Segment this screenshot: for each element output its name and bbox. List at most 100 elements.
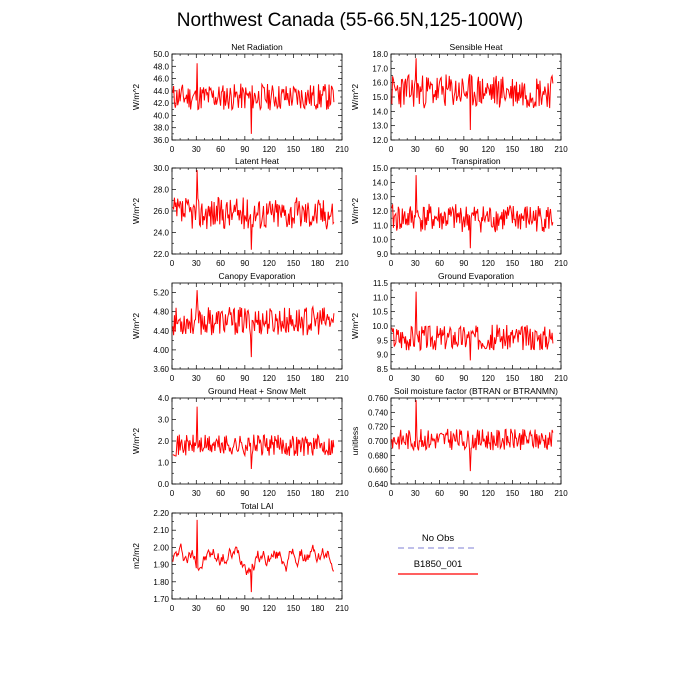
y-axis-label: W/m^2 bbox=[131, 428, 141, 454]
y-axis-label: W/m^2 bbox=[350, 84, 360, 110]
y-tick-label: 9.0 bbox=[377, 351, 389, 360]
y-tick-label: 4.00 bbox=[153, 346, 169, 355]
panel-title: Ground Heat + Snow Melt bbox=[208, 386, 307, 396]
x-tick-label: 30 bbox=[411, 489, 420, 498]
chart-panel-5: Canopy Evaporation 3.60 4.00 4.40 4.80 5.20 0 3… bbox=[131, 271, 349, 383]
y-tick-label: 44.0 bbox=[153, 87, 169, 96]
x-tick-label: 60 bbox=[216, 489, 225, 498]
panel-title: Soil moisture factor (BTRAN or BTRANMN) bbox=[394, 386, 558, 396]
panel-title: Latent Heat bbox=[235, 156, 280, 166]
x-tick-label: 210 bbox=[335, 489, 349, 498]
chart-panel-8: Soil moisture factor (BTRAN or BTRANMN) 0… bbox=[350, 386, 568, 498]
y-tick-label: 12.0 bbox=[372, 207, 388, 216]
x-tick-label: 150 bbox=[287, 374, 301, 383]
x-tick-label: 60 bbox=[435, 374, 444, 383]
x-tick-label: 120 bbox=[481, 489, 495, 498]
x-tick-label: 150 bbox=[287, 259, 301, 268]
x-tick-label: 90 bbox=[240, 259, 249, 268]
chart-panel-1: Net Radiation 36.0 38.0 40.0 42.0 44.0 46.0 48.… bbox=[131, 42, 349, 154]
x-tick-label: 30 bbox=[192, 259, 201, 268]
x-tick-label: 120 bbox=[262, 145, 276, 154]
y-axis-label: W/m^2 bbox=[350, 313, 360, 339]
y-tick-label: 14.0 bbox=[372, 107, 388, 116]
x-tick-label: 210 bbox=[554, 374, 568, 383]
y-tick-label: 13.0 bbox=[372, 193, 388, 202]
series-line-b1850-001 bbox=[172, 170, 335, 250]
x-tick-label: 60 bbox=[435, 489, 444, 498]
x-tick-label: 90 bbox=[459, 374, 468, 383]
y-tick-label: 0.700 bbox=[368, 437, 389, 446]
y-tick-label: 4.40 bbox=[153, 327, 169, 336]
y-tick-label: 10.0 bbox=[372, 322, 388, 331]
x-tick-label: 60 bbox=[216, 374, 225, 383]
y-axis-label: m2/m2 bbox=[131, 543, 141, 569]
chart-panel-9: Total LAI 1.70 1.80 1.90 2.00 2.10 2.20 0 30 60 90… bbox=[131, 501, 349, 613]
x-tick-label: 30 bbox=[192, 604, 201, 613]
x-tick-label: 210 bbox=[335, 374, 349, 383]
x-tick-label: 120 bbox=[262, 374, 276, 383]
x-tick-label: 60 bbox=[216, 145, 225, 154]
series-line-b1850-001 bbox=[172, 406, 335, 469]
x-tick-label: 150 bbox=[506, 374, 520, 383]
x-tick-label: 120 bbox=[262, 604, 276, 613]
x-tick-label: 150 bbox=[287, 145, 301, 154]
x-tick-label: 90 bbox=[459, 489, 468, 498]
y-axis-label: unitless bbox=[350, 427, 360, 456]
x-tick-label: 30 bbox=[192, 489, 201, 498]
y-tick-label: 11.0 bbox=[373, 221, 389, 230]
panel-title: Canopy Evaporation bbox=[218, 271, 295, 281]
y-tick-label: 2.0 bbox=[158, 437, 170, 446]
x-tick-label: 0 bbox=[389, 259, 394, 268]
x-tick-label: 0 bbox=[170, 145, 175, 154]
y-tick-label: 40.0 bbox=[153, 111, 169, 120]
y-tick-label: 9.5 bbox=[377, 336, 389, 345]
x-tick-label: 150 bbox=[506, 145, 520, 154]
series-line-b1850-001 bbox=[391, 175, 554, 249]
y-tick-label: 10.0 bbox=[372, 236, 388, 245]
y-axis-label: W/m^2 bbox=[350, 198, 360, 224]
panel-title: Total LAI bbox=[240, 501, 273, 511]
y-axis-label: W/m^2 bbox=[131, 313, 141, 339]
x-tick-label: 210 bbox=[335, 145, 349, 154]
x-tick-label: 150 bbox=[287, 489, 301, 498]
series-line-b1850-001 bbox=[391, 291, 554, 361]
y-tick-label: 22.0 bbox=[153, 250, 169, 259]
x-tick-label: 60 bbox=[435, 259, 444, 268]
x-tick-label: 210 bbox=[554, 259, 568, 268]
x-tick-label: 90 bbox=[459, 145, 468, 154]
y-tick-label: 42.0 bbox=[153, 99, 169, 108]
y-tick-label: 11.0 bbox=[373, 293, 389, 302]
x-tick-label: 120 bbox=[481, 145, 495, 154]
chart-panel-6: Ground Evaporation 8.5 9.0 9.5 10.0 10.5 11.0 1… bbox=[350, 271, 568, 383]
y-tick-label: 50.0 bbox=[153, 50, 169, 59]
x-tick-label: 210 bbox=[554, 489, 568, 498]
chart-panel-7: Ground Heat + Snow Melt 0.0 1.0 2.0 3.0 4.0 0 3… bbox=[131, 386, 349, 498]
y-tick-label: 36.0 bbox=[153, 136, 169, 145]
y-tick-label: 3.60 bbox=[153, 365, 169, 374]
y-tick-label: 0.660 bbox=[368, 466, 389, 475]
y-tick-label: 2.10 bbox=[153, 526, 169, 535]
y-tick-label: 1.70 bbox=[153, 595, 169, 604]
series-line-b1850-001 bbox=[391, 400, 554, 472]
chart-panel-3: Latent Heat 22.0 24.0 26.0 28.0 30.0 0 30 60 90 12… bbox=[131, 156, 349, 268]
y-tick-label: 46.0 bbox=[153, 75, 169, 84]
x-tick-label: 0 bbox=[389, 374, 394, 383]
chart-panel-4: Transpiration 9.0 10.0 11.0 12.0 13.0 14.0 15.0… bbox=[350, 156, 568, 268]
y-axis-label: W/m^2 bbox=[131, 84, 141, 110]
x-tick-label: 0 bbox=[170, 374, 175, 383]
x-tick-label: 180 bbox=[311, 145, 325, 154]
y-tick-label: 10.5 bbox=[372, 308, 388, 317]
y-tick-label: 1.0 bbox=[158, 459, 170, 468]
y-tick-label: 3.0 bbox=[158, 416, 170, 425]
x-tick-label: 120 bbox=[481, 374, 495, 383]
x-tick-label: 30 bbox=[192, 145, 201, 154]
legend-label: B1850_001 bbox=[414, 559, 463, 570]
x-tick-label: 30 bbox=[411, 374, 420, 383]
x-tick-label: 180 bbox=[311, 604, 325, 613]
x-tick-label: 60 bbox=[216, 259, 225, 268]
y-tick-label: 17.0 bbox=[372, 64, 388, 73]
panel-title: Ground Evaporation bbox=[438, 271, 514, 281]
panel-title: Sensible Heat bbox=[450, 42, 504, 52]
legend: No Obs B1850_001 bbox=[398, 533, 478, 575]
